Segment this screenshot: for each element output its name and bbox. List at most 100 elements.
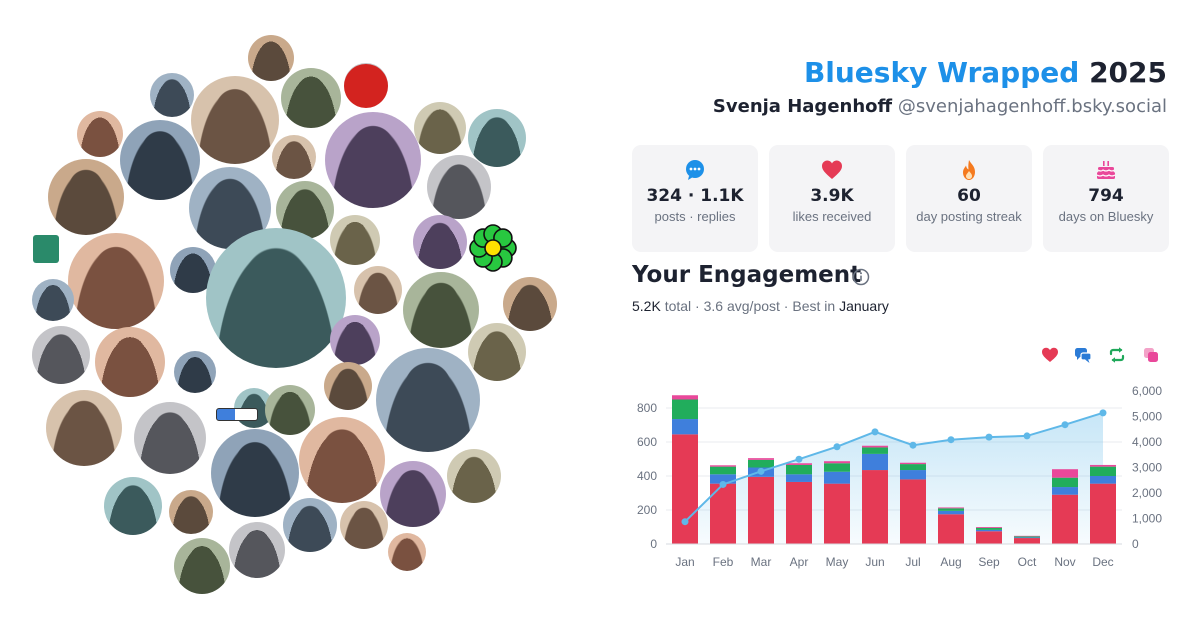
avatar[interactable] (174, 538, 230, 594)
avatar[interactable] (413, 215, 467, 269)
avatar[interactable] (48, 159, 124, 235)
bar-segment (976, 527, 1002, 528)
avatar[interactable] (229, 522, 285, 578)
bar-segment (710, 465, 736, 467)
flame-icon (963, 160, 975, 180)
red-logo-avatar[interactable] (344, 64, 388, 108)
engagement-chart: 0 200 400 600 800 0 1,000 2,000 3,000 4,000 5,000 6… (637, 384, 1162, 569)
bar-segment (862, 470, 888, 544)
avatar[interactable] (468, 323, 526, 381)
avatar[interactable] (206, 228, 346, 368)
brand-title: Bluesky Wrapped (803, 56, 1080, 89)
bar-segment (824, 461, 850, 464)
bar-segment (786, 463, 812, 465)
bar-segment (786, 474, 812, 482)
bar-segment (862, 445, 888, 448)
reply-icon[interactable] (1074, 346, 1092, 364)
avatar[interactable] (150, 73, 194, 117)
avatar[interactable] (468, 109, 526, 167)
avatar[interactable] (134, 402, 206, 474)
bar-segment (672, 395, 698, 400)
bar-segment (900, 462, 926, 465)
avatar[interactable] (170, 247, 216, 293)
avatar[interactable] (265, 385, 315, 435)
bar-segment (1090, 464, 1116, 467)
avatar[interactable] (283, 498, 337, 552)
avatar[interactable] (403, 272, 479, 348)
y-tick-label-right: 0 (1132, 537, 1139, 551)
stat-label: posts · replies (654, 209, 736, 224)
y-tick-label-right: 1,000 (1132, 512, 1162, 526)
avatar[interactable] (299, 417, 385, 503)
stat-card-likes: 3.9K likes received (769, 145, 895, 252)
avatar[interactable] (340, 501, 388, 549)
avatar[interactable] (120, 120, 200, 200)
bar-segment (710, 474, 736, 484)
engagement-total: 5.2K (632, 298, 661, 314)
bar-segment (748, 476, 774, 544)
bar-segment (1052, 469, 1078, 478)
avatar[interactable] (174, 351, 216, 393)
bar-segment (748, 458, 774, 460)
bar-segment (862, 453, 888, 471)
follower-avatar-cloud (32, 35, 557, 594)
avatar[interactable] (354, 266, 402, 314)
bar-segment (786, 481, 812, 544)
quote-icon[interactable] (1142, 346, 1160, 364)
y-tick-label-right: 5,000 (1132, 410, 1162, 424)
avatar[interactable] (104, 477, 162, 535)
avatar[interactable] (447, 449, 501, 503)
avatar[interactable] (380, 461, 446, 527)
stat-label: days on Bluesky (1058, 209, 1154, 224)
cumulative-point (719, 480, 727, 488)
engagement-avg: 3.6 avg/post (703, 298, 780, 314)
bar-segment (1014, 537, 1040, 539)
avatar[interactable] (191, 76, 279, 164)
avatar[interactable] (272, 135, 316, 179)
cumulative-point (947, 436, 955, 444)
avatar[interactable] (211, 429, 299, 517)
avatar[interactable] (330, 215, 380, 265)
y-tick-label-right: 6,000 (1132, 384, 1162, 398)
x-tick-label: May (826, 555, 849, 569)
user-handle[interactable]: @svenjahagenhoff.bsky.social (897, 96, 1167, 117)
engagement-title: Your Engagement (632, 262, 862, 288)
bar-segment (1090, 466, 1116, 476)
bar-segment (938, 514, 964, 544)
avatar[interactable] (503, 277, 557, 331)
avatar[interactable] (388, 533, 426, 571)
heart-icon[interactable] (1041, 346, 1059, 364)
avatar[interactable] (281, 68, 341, 128)
bar-segment (1052, 487, 1078, 495)
avatar[interactable] (427, 155, 491, 219)
bar-segment (672, 434, 698, 544)
info-icon[interactable] (852, 268, 870, 286)
y-tick-label-left: 800 (637, 401, 657, 415)
y-tick-label-left: 200 (637, 503, 657, 517)
avatar[interactable] (32, 279, 74, 321)
avatar[interactable] (414, 102, 466, 154)
repost-icon[interactable] (1108, 346, 1126, 364)
avatar[interactable] (324, 362, 372, 410)
avatar[interactable] (325, 112, 421, 208)
stat-label: day posting streak (916, 209, 1022, 224)
chart-legend (1038, 346, 1168, 368)
flower-logo-avatar[interactable] (463, 218, 523, 278)
x-tick-label: Nov (1054, 555, 1075, 569)
avatar[interactable] (248, 35, 294, 81)
avatar[interactable] (68, 233, 164, 329)
avatar[interactable] (77, 111, 123, 157)
heart-icon (822, 160, 842, 179)
cumulative-point (757, 467, 765, 475)
avatar[interactable] (169, 490, 213, 534)
stat-card-days: 794 days on Bluesky (1043, 145, 1169, 252)
avatar[interactable] (46, 390, 122, 466)
avatar[interactable] (32, 326, 90, 384)
avatar[interactable] (376, 348, 480, 452)
bar-segment (976, 531, 1002, 544)
avatar[interactable] (330, 315, 380, 365)
x-tick-label: Sep (978, 555, 1000, 569)
green-badge-avatar[interactable] (33, 235, 59, 263)
avatar[interactable] (95, 327, 165, 397)
progress-logo-avatar[interactable] (216, 408, 258, 421)
